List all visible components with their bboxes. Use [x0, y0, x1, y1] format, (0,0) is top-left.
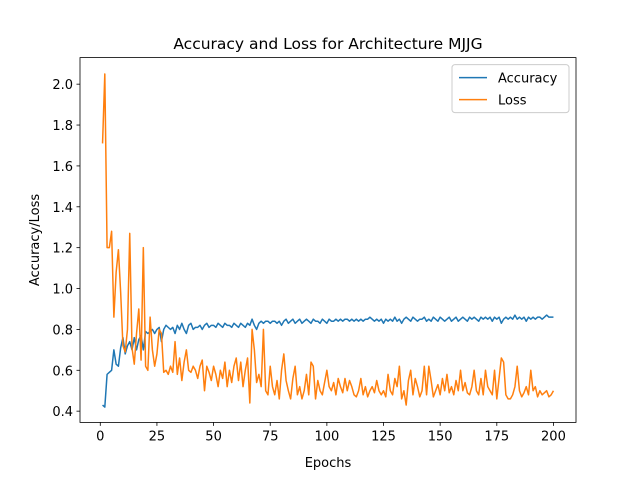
- y-tick-label: 2.0: [52, 78, 73, 93]
- legend-label: Accuracy: [498, 72, 558, 87]
- plot-frame: [79, 57, 577, 423]
- x-tick-label: 75: [262, 429, 279, 444]
- y-tick-label: 1.4: [52, 201, 73, 216]
- line-series: [102, 314, 554, 408]
- chart-title: Accuracy and Loss for Architecture MJJG: [173, 35, 482, 53]
- x-tick-label: 200: [541, 429, 566, 444]
- legend-label: Loss: [498, 94, 527, 109]
- y-tick-label: 1.0: [52, 283, 73, 298]
- x-tick-label: 25: [149, 429, 166, 444]
- y-tick-label: 1.8: [52, 119, 73, 134]
- x-tick-label: 175: [484, 429, 509, 444]
- x-tick-label: 100: [314, 429, 339, 444]
- y-axis-label: Accuracy/Loss: [28, 194, 43, 286]
- x-axis-label: Epochs: [305, 456, 352, 471]
- x-tick-label: 50: [205, 429, 222, 444]
- y-tick-label: 0.8: [52, 323, 73, 338]
- legend-box: [451, 64, 570, 114]
- y-tick-label: 0.4: [52, 405, 73, 420]
- x-tick-label: 150: [428, 429, 453, 444]
- y-tick-label: 1.6: [52, 160, 73, 175]
- x-tick-label: 125: [371, 429, 396, 444]
- line-series: [101, 73, 555, 406]
- y-tick-label: 0.6: [52, 364, 73, 379]
- x-tick-label: 0: [96, 429, 104, 444]
- y-tick-label: 1.2: [52, 242, 73, 257]
